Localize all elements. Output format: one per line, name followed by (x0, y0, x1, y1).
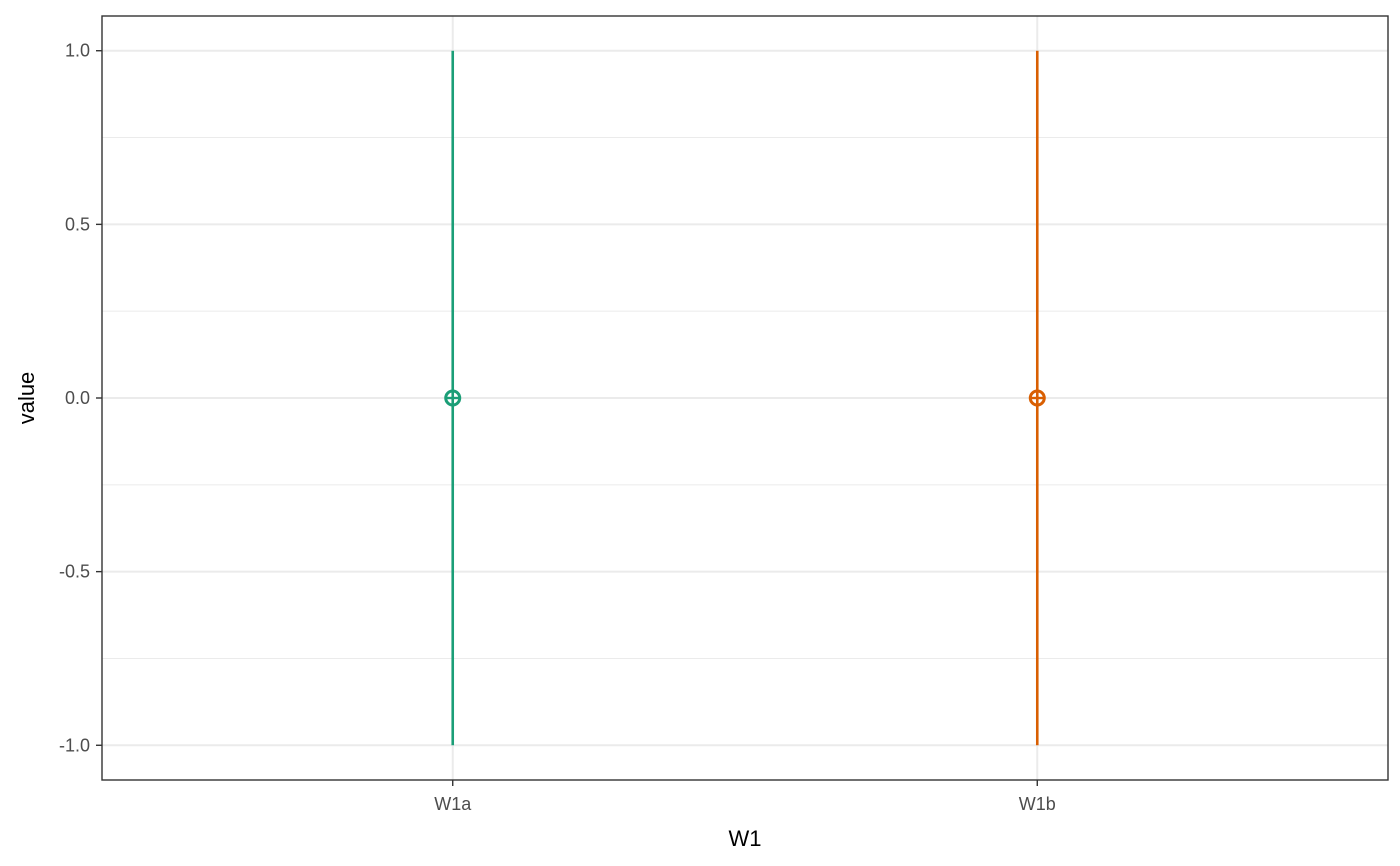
y-tick-label: 0.0 (65, 388, 90, 408)
point-W1a (444, 389, 462, 407)
y-axis-title: value (14, 372, 39, 425)
axis-layer: -1.0 -0.5 0.0 0.5 1.0 W1a W1b (59, 41, 1056, 814)
y-tick-label: 1.0 (65, 41, 90, 61)
y-tick-label: -0.5 (59, 562, 90, 582)
x-tick-label: W1b (1019, 794, 1056, 814)
x-tick-label: W1a (434, 794, 472, 814)
y-tick-label: 0.5 (65, 214, 90, 234)
x-axis-title: W1 (729, 826, 762, 851)
data-layer (444, 50, 1046, 746)
point-W1b (1028, 389, 1046, 407)
y-tick-label: -1.0 (59, 735, 90, 755)
